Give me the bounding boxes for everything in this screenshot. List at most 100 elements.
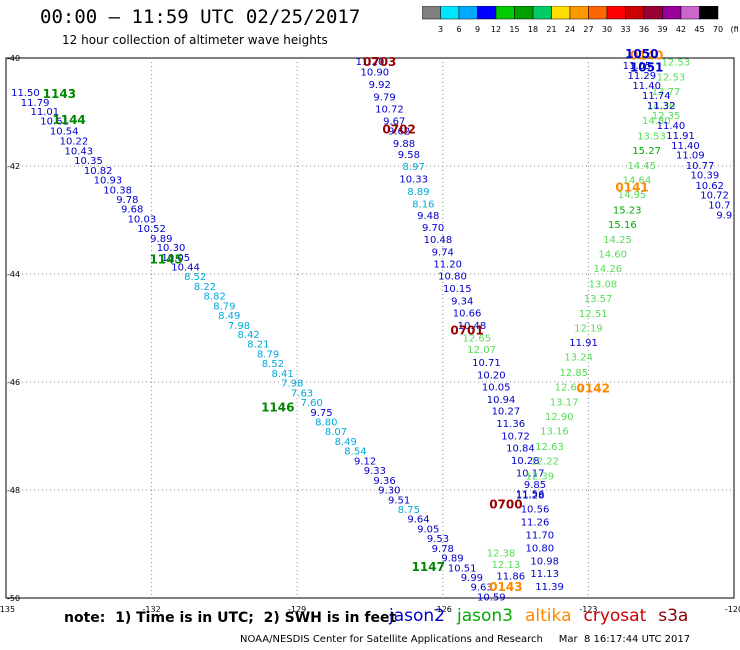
wave-height-value: 8.52	[184, 272, 206, 283]
wave-height-value: 10.28	[511, 456, 540, 467]
wave-height-value: 9.48	[417, 211, 439, 222]
wave-height-value: 10.72	[700, 191, 729, 202]
wave-height-value: 14.95	[618, 190, 647, 201]
wave-height-value: 12.90	[545, 412, 574, 423]
colorbar-label: 18	[528, 25, 538, 34]
wave-height-value: 10.05	[482, 382, 511, 393]
wave-height-value: 10.17	[516, 468, 545, 479]
wave-height-value: 11.05	[623, 61, 652, 72]
wave-height-value: 9.70	[422, 223, 444, 234]
time-label: 1147	[412, 560, 445, 574]
time-label: 1145	[149, 252, 182, 266]
time-label: 1144	[52, 113, 85, 127]
wave-height-value: 10.62	[695, 181, 724, 192]
wave-height-value: 10.48	[458, 321, 487, 332]
wave-height-value: 12.13	[492, 560, 521, 571]
wave-height-value: 9.12	[354, 456, 376, 467]
wave-height-value: 9.34	[451, 297, 473, 308]
time-label: 1051	[630, 61, 663, 75]
wave-height-value: 10.71	[472, 358, 501, 369]
wave-height-value: 10.80	[526, 543, 555, 554]
wave-height-value: 9.64	[407, 515, 429, 526]
y-tick-label: -42	[7, 162, 20, 171]
wave-height-value: 15.27	[632, 146, 661, 157]
wave-height-value: 9.58	[398, 150, 420, 161]
wave-height-value: 10.35	[74, 156, 103, 167]
wave-height-value: 11.36	[496, 419, 525, 430]
wave-height-value: 10.56	[521, 504, 550, 515]
wave-height-value: 9.89	[441, 554, 463, 565]
colorbar-label: 27	[583, 25, 593, 34]
wave-height-value: 10.98	[530, 556, 559, 567]
wave-height-value: 9.30	[378, 486, 400, 497]
wave-height-value: 8.97	[403, 162, 425, 173]
wave-height-value: 10.33	[399, 175, 428, 186]
wave-height-value: 9.89	[150, 234, 172, 245]
wave-height-value: 8.42	[238, 330, 260, 341]
wave-height-value: 11.26	[521, 517, 550, 528]
wave-height-value: 11.32	[647, 101, 676, 112]
wave-height-value: 10.15	[443, 284, 472, 295]
colorbar-label: (ft)	[730, 25, 738, 34]
wave-height-value: 15.23	[613, 205, 642, 216]
wave-height-value: 11.86	[496, 571, 525, 582]
colorbar-label: 70	[713, 25, 723, 34]
colorbar-label: 12	[491, 25, 501, 34]
time-label: 1146	[261, 400, 294, 414]
wave-height-value: 14.80	[642, 116, 671, 127]
y-tick-label: -40	[7, 54, 20, 63]
wave-height-value: 14.60	[598, 250, 627, 261]
wave-height-value: 9.99	[461, 573, 483, 584]
wave-height-value: 10.72	[501, 432, 530, 443]
wave-height-value: 15.16	[608, 220, 637, 231]
wave-height-value: 12.35	[652, 111, 681, 122]
wave-height-value: 11.28	[516, 490, 545, 501]
wave-height-value: 13.08	[589, 279, 618, 290]
wave-height-value: 12.39	[526, 472, 555, 483]
time-label: 0142	[577, 381, 610, 395]
wave-height-value: 12.65	[462, 333, 491, 344]
colorbar-label: 6	[456, 25, 461, 34]
x-tick-label: -129	[288, 605, 306, 614]
wave-height-value: 11.01	[31, 107, 60, 118]
wave-height-value: 13.24	[564, 353, 593, 364]
wave-height-value: 13.17	[550, 398, 579, 409]
wave-height-value: 10.82	[84, 166, 113, 177]
wave-height-value: 10.30	[157, 243, 186, 254]
legend-item-jason2: jason2	[389, 606, 445, 626]
colorbar-label: 21	[546, 25, 556, 34]
wave-height-value: 13.16	[540, 427, 569, 438]
wave-height-value: 10.38	[103, 185, 132, 196]
time-label: 0141	[615, 181, 648, 195]
wave-height-value: 9.51	[388, 495, 410, 506]
wave-height-value: 12.85	[560, 368, 589, 379]
wave-height-value: 13.53	[637, 131, 666, 142]
wave-height-value: 10.94	[487, 395, 516, 406]
wave-height-value: 10.80	[438, 272, 467, 283]
wave-height-value: 10.27	[492, 407, 521, 418]
wave-height-value: 11.40	[657, 121, 686, 132]
wave-height-value: 9.88	[393, 139, 415, 150]
wave-height-value: 8.21	[247, 340, 269, 351]
colorbar-label: 3	[438, 25, 443, 34]
wave-height-value: 10.22	[60, 137, 89, 148]
wave-height-value: 9.33	[364, 466, 386, 477]
wave-height-value: 11.20	[356, 57, 385, 68]
wave-height-value: 11.09	[676, 151, 705, 162]
x-tick-label: -132	[143, 605, 161, 614]
wave-height-value: 12.22	[530, 456, 559, 467]
wave-height-value: 10.48	[424, 235, 453, 246]
wave-height-value: 8.79	[257, 349, 279, 360]
wave-height-value: 10.61	[40, 117, 69, 128]
x-tick-label: -123	[579, 605, 597, 614]
y-tick-label: -48	[7, 486, 20, 495]
wave-height-value: 11.40	[671, 141, 700, 152]
wave-height-value: 14.26	[593, 264, 622, 275]
wave-height-value: 10.44	[171, 263, 200, 274]
wave-height-value: 9.68	[121, 205, 143, 216]
wave-height-value: 9.79	[373, 92, 395, 103]
wave-height-value: 11.29	[627, 71, 656, 82]
wave-height-value: 8.07	[325, 427, 347, 438]
legend-item-s3a: s3a	[658, 606, 689, 626]
legend-item-jason3: jason3	[457, 606, 513, 626]
